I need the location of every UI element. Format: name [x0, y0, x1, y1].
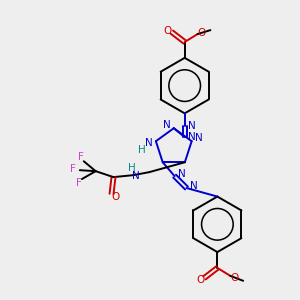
- Text: H: H: [138, 145, 146, 155]
- Text: H: H: [128, 163, 136, 173]
- Text: F: F: [70, 164, 76, 174]
- Text: N: N: [178, 169, 185, 179]
- Text: O: O: [196, 275, 205, 285]
- Text: N: N: [145, 138, 153, 148]
- Text: N: N: [163, 120, 171, 130]
- Text: O: O: [111, 192, 120, 202]
- Text: F: F: [76, 178, 82, 188]
- Text: O: O: [230, 273, 238, 283]
- Text: N: N: [188, 121, 196, 131]
- Text: O: O: [197, 28, 206, 38]
- Text: F: F: [78, 152, 84, 162]
- Text: N: N: [195, 133, 203, 143]
- Text: N: N: [188, 132, 196, 142]
- Text: O: O: [164, 26, 172, 36]
- Text: N: N: [190, 181, 197, 191]
- Text: N: N: [132, 171, 140, 181]
